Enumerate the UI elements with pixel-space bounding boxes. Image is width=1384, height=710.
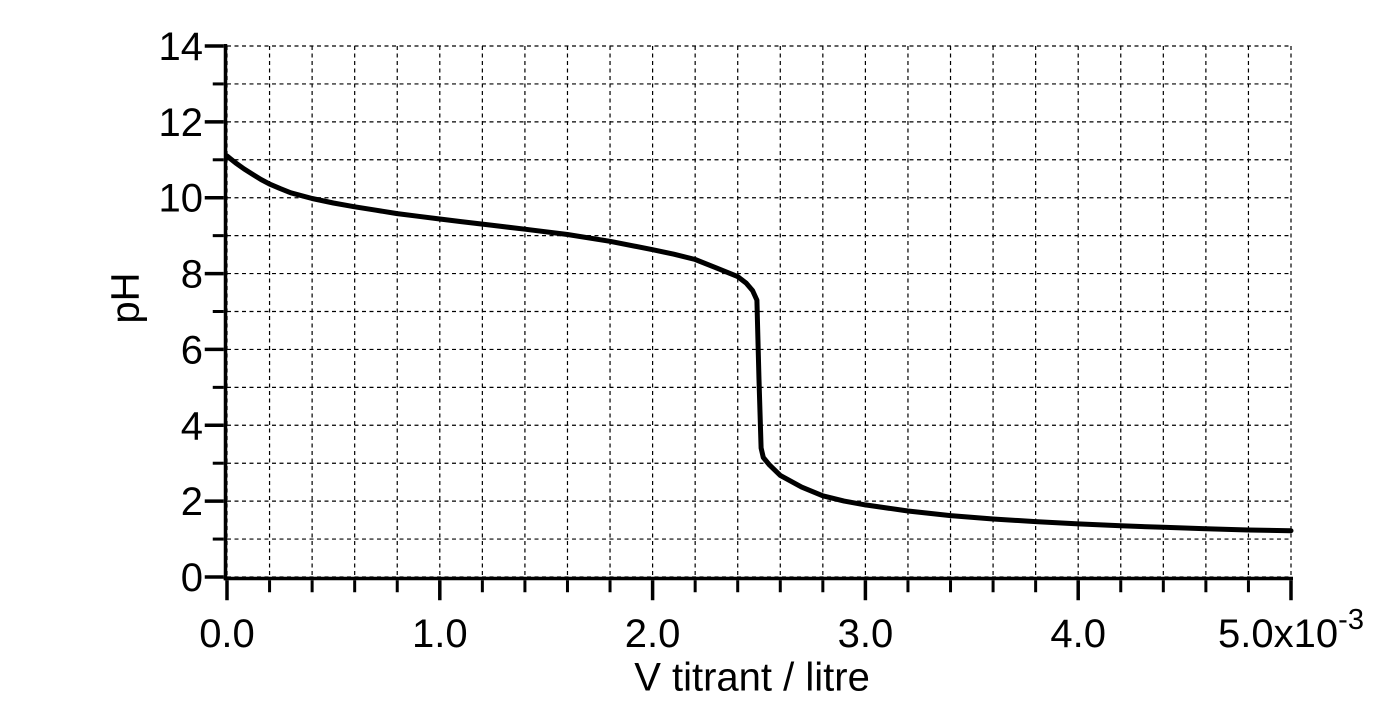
titration-curve bbox=[224, 153, 1294, 534]
tick-labels: 0.0 1.0 2.0 3.0 4.0 5.0x10-3 0 2 4 6 8 10 12 14 bbox=[159, 25, 1364, 656]
x-axis-title: V titrant / litre bbox=[634, 655, 870, 700]
y-tick-label: 6 bbox=[181, 328, 203, 372]
x-tick-label: 0.0 bbox=[199, 612, 255, 656]
x-tick-label: 2.0 bbox=[625, 612, 681, 656]
y-tick-label: 10 bbox=[159, 177, 204, 221]
y-tick-label: 0 bbox=[181, 556, 203, 600]
x-tick-label: 3.0 bbox=[838, 612, 894, 656]
x-tick-label: 4.0 bbox=[1050, 612, 1106, 656]
y-tick-label: 14 bbox=[159, 25, 204, 69]
y-tick-label: 2 bbox=[181, 480, 203, 524]
y-tick-label: 12 bbox=[159, 101, 204, 145]
y-tick-label: 4 bbox=[181, 404, 203, 448]
x-tick-label: 1.0 bbox=[412, 612, 468, 656]
y-axis-title: pH bbox=[103, 272, 148, 324]
x-tick-label: 5.0x10-3 bbox=[1218, 604, 1364, 656]
ticks bbox=[204, 44, 1293, 601]
y-tick-label: 8 bbox=[181, 253, 203, 297]
axes bbox=[223, 44, 1293, 581]
